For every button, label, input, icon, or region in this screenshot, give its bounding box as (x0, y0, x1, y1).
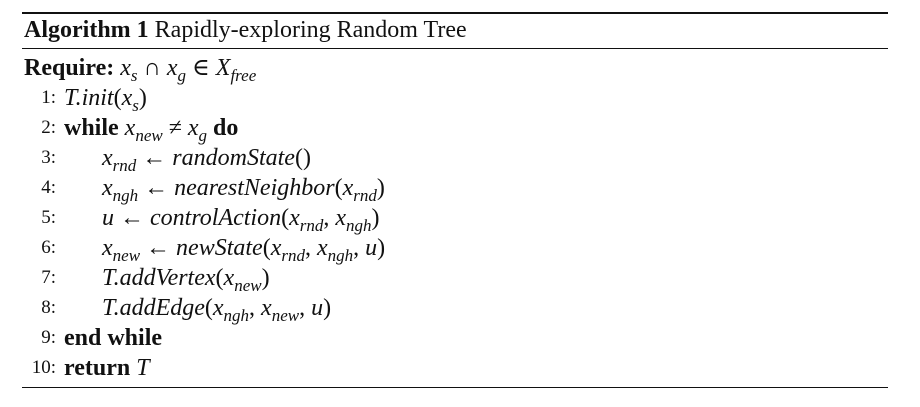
line-number: 1: (41, 87, 56, 108)
line-content: u ← controlAction(xrnd, xngh) (102, 203, 380, 235)
top-rule (22, 12, 888, 14)
line-keyword: while (64, 115, 119, 141)
line-content: xnew ← newState(xrnd, xngh, u) (102, 233, 386, 265)
require-line: Require: xs ∩ xg ∈ Xfree (22, 53, 888, 85)
line-content: T.addVertex(xnew) (102, 263, 270, 295)
require-statement: Require: xs ∩ xg ∈ Xfree (24, 53, 257, 85)
require-keyword: Require: (24, 55, 115, 81)
algorithm-line: 8: T.addEdge(xngh, xnew, u) (22, 293, 888, 325)
algorithm-block: Algorithm 1 Rapidly-exploring Random Tre… (22, 12, 888, 388)
line-content: while xnew ≠ xg do (64, 113, 239, 145)
line-content: xrnd ← randomState() (102, 143, 311, 175)
line-expression: xnew ≠ xg (124, 115, 208, 145)
line-expression: xnew ← newState(xrnd, xngh, u) (102, 235, 386, 265)
line-content: T.addEdge(xngh, xnew, u) (102, 293, 332, 325)
line-number: 4: (41, 177, 56, 198)
algorithm-line: 9: end while (22, 323, 888, 353)
line-expression: xrnd ← randomState() (102, 145, 311, 175)
algorithm-line: 2: while xnew ≠ xg do (22, 113, 888, 145)
caption-rule (22, 48, 888, 49)
line-number: 9: (41, 327, 56, 348)
algorithm-line: 4: xngh ← nearestNeighbor(xrnd) (22, 173, 888, 205)
line-keyword: return (64, 355, 131, 381)
algorithm-line: 6: xnew ← newState(xrnd, xngh, u) (22, 233, 888, 265)
algorithm-line: 10: return T (22, 353, 888, 383)
line-number: 5: (41, 207, 56, 228)
algorithm-body: Require: xs ∩ xg ∈ Xfree 1: T.init(xs) 2: w… (22, 49, 888, 387)
bottom-rule (22, 387, 888, 388)
line-number: 6: (41, 237, 56, 258)
line-expression: T (136, 355, 150, 381)
line-number: 2: (41, 117, 56, 138)
require-expression: xs ∩ xg ∈ Xfree (120, 55, 257, 85)
caption-label: Algorithm 1 (24, 17, 149, 43)
line-content: T.init(xs) (64, 83, 147, 115)
line-expression: u ← controlAction(xrnd, xngh) (102, 205, 380, 235)
line-expression: T.addVertex(xnew) (102, 265, 270, 295)
line-expression: T.addEdge(xngh, xnew, u) (102, 295, 332, 325)
algorithm-lines: 1: T.init(xs) 2: while xnew ≠ xg do 3: xrnd ←… (22, 83, 888, 383)
line-number: 3: (41, 147, 56, 168)
line-content: return T (64, 353, 150, 383)
line-number: 8: (41, 297, 56, 318)
line-keyword-end: do (213, 115, 239, 141)
algorithm-line: 1: T.init(xs) (22, 83, 888, 115)
line-number: 7: (41, 267, 56, 288)
algorithm-line: 3: xrnd ← randomState() (22, 143, 888, 175)
line-expression: xngh ← nearestNeighbor(xrnd) (102, 175, 385, 205)
line-content: xngh ← nearestNeighbor(xrnd) (102, 173, 385, 205)
line-expression: T.init(xs) (64, 85, 147, 115)
line-keyword: end while (64, 325, 163, 351)
line-content: end while (64, 323, 162, 353)
algorithm-line: 5: u ← controlAction(xrnd, xngh) (22, 203, 888, 235)
line-number: 10: (31, 357, 56, 378)
caption-title: Rapidly-exploring Random Tree (154, 17, 467, 43)
algorithm-caption: Algorithm 1 Rapidly-exploring Random Tre… (22, 14, 888, 48)
algorithm-line: 7: T.addVertex(xnew) (22, 263, 888, 295)
